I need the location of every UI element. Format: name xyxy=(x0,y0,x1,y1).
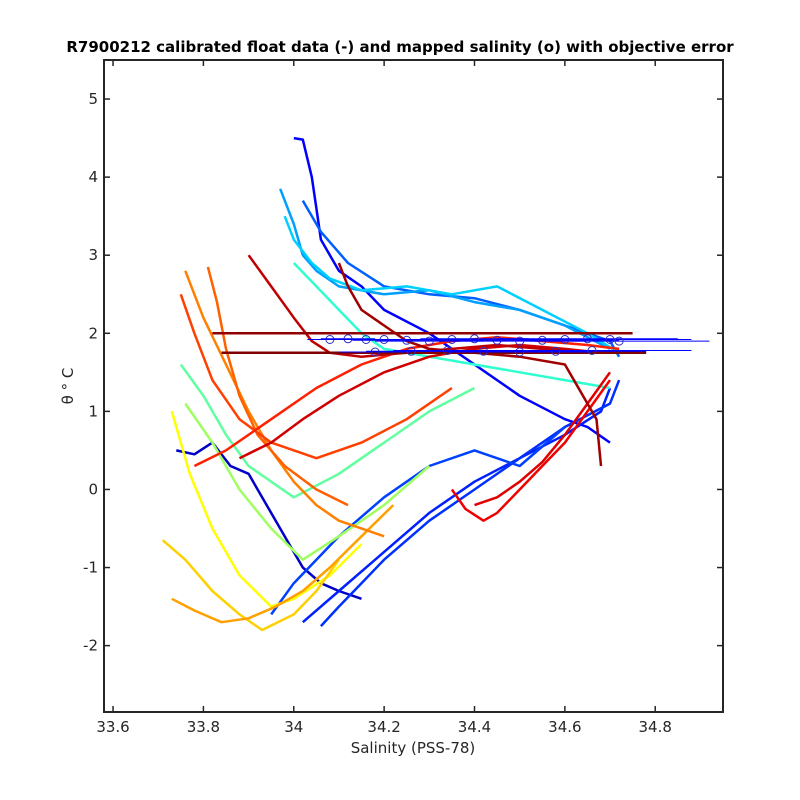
series-line-12 xyxy=(161,539,340,632)
mapped-point-6 xyxy=(447,335,457,344)
mapped-point-16 xyxy=(406,346,416,356)
series-line-4 xyxy=(270,426,566,616)
series-line-13 xyxy=(171,504,395,624)
series-line-2 xyxy=(301,387,612,624)
series-line-15 xyxy=(206,266,349,507)
y-tick-label-2: 0 xyxy=(88,480,98,498)
y-axis-label: θ ° C xyxy=(59,368,77,405)
y-tick-label-1: -1 xyxy=(83,559,98,577)
y-tick-label-7: 5 xyxy=(88,90,98,108)
mapped-salinity-layer xyxy=(307,334,710,357)
series-line-21 xyxy=(247,254,588,358)
y-tick-label-6: 4 xyxy=(88,168,98,186)
series-line-22 xyxy=(337,262,603,467)
series-line-6 xyxy=(279,188,611,351)
mapped-point-21 xyxy=(587,346,597,355)
series-line-0 xyxy=(176,441,362,600)
mapped-point-3 xyxy=(379,335,389,344)
mapped-point-1 xyxy=(343,334,353,344)
series-line-1 xyxy=(293,136,611,444)
mapped-point-9 xyxy=(515,336,525,346)
x-tick-label-0: 33.6 xyxy=(96,718,129,736)
mapped-point-19 xyxy=(515,347,525,357)
plot-frame xyxy=(103,59,724,713)
x-tick-label-3: 34.2 xyxy=(367,718,400,736)
series-line-14 xyxy=(184,270,385,538)
x-tick-label-2: 34 xyxy=(284,718,303,736)
y-tick-label-3: 1 xyxy=(88,402,98,420)
series-line-17 xyxy=(193,335,620,468)
y-tick-label-0: -2 xyxy=(83,637,98,655)
mapped-point-20 xyxy=(551,346,561,356)
series-line-10 xyxy=(184,402,431,561)
series-line-18 xyxy=(450,379,612,522)
series-layer xyxy=(161,136,647,632)
mapped-point-7 xyxy=(470,334,479,344)
series-line-3 xyxy=(319,379,621,627)
mapped-point-17 xyxy=(442,346,452,355)
mapped-point-12 xyxy=(583,334,592,344)
mapped-point-15 xyxy=(370,347,380,357)
x-tick-label-4: 34.4 xyxy=(458,718,491,736)
series-line-9 xyxy=(179,363,476,499)
x-tick-label-1: 33.8 xyxy=(187,718,220,736)
chart-title: R7900212 calibrated float data (-) and m… xyxy=(66,38,734,56)
series-line-7 xyxy=(283,215,620,354)
y-tick-label-4: 2 xyxy=(88,324,98,342)
mapped-point-10 xyxy=(537,335,547,345)
series-line-19 xyxy=(474,371,612,507)
x-tick-label-5: 34.6 xyxy=(548,718,581,736)
mapped-point-5 xyxy=(424,336,434,346)
x-axis-label: Salinity (PSS-78) xyxy=(351,739,476,757)
mapped-point-4 xyxy=(402,335,412,345)
series-line-20 xyxy=(238,343,602,460)
x-tick-label-6: 34.8 xyxy=(639,718,672,736)
mapped-point-14 xyxy=(614,336,624,346)
y-tick-label-5: 3 xyxy=(88,246,98,264)
mapped-point-13 xyxy=(605,335,615,344)
